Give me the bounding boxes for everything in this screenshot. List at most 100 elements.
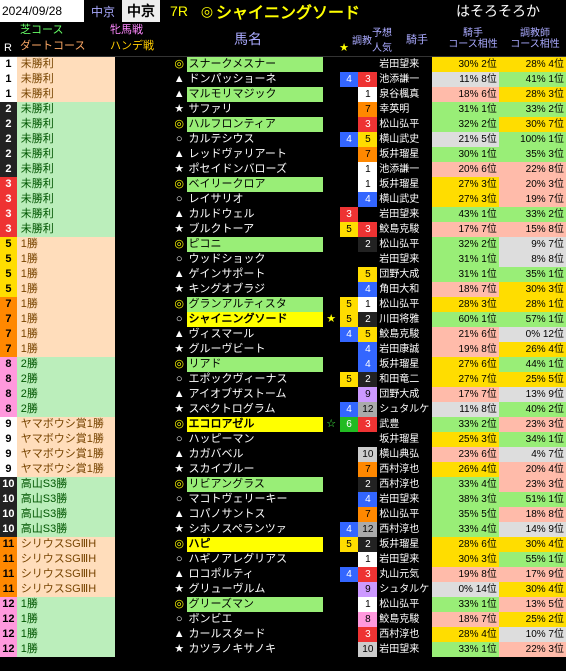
ninki: 4 bbox=[358, 342, 377, 357]
table-row[interactable]: 3未勝利★ブルクトーア53鮫島克駿17% 7位15% 8位 bbox=[0, 222, 566, 237]
table-row[interactable]: 10高山S3勝▲コパノサントス7松山弘平35% 5位18% 8位 bbox=[0, 507, 566, 522]
table-row[interactable]: 71勝★グルーヴビート4岩田康誠19% 8位26% 4位 bbox=[0, 342, 566, 357]
ninki bbox=[358, 207, 377, 222]
horse-name: ベイリークロア bbox=[187, 177, 323, 192]
table-row[interactable]: 11シリウスSGⅢH▲ロコポルティ43丸山元気19% 8位17% 9位 bbox=[0, 567, 566, 582]
trainer-compat: 25% 2位 bbox=[499, 612, 566, 627]
race-type bbox=[115, 417, 172, 432]
race-name: 1勝 bbox=[17, 282, 116, 297]
trainer-compat: 33% 2位 bbox=[499, 207, 566, 222]
table-row[interactable]: 2未勝利○カルテシウス45横山武史21% 5位100% 1位 bbox=[0, 132, 566, 147]
jockey: 岩田望来 bbox=[377, 552, 432, 567]
ninki: 4 bbox=[358, 492, 377, 507]
trainer-compat: 17% 9位 bbox=[499, 567, 566, 582]
table-row[interactable]: 1未勝利▲マルモリマジック1泉谷楓真18% 6位28% 3位 bbox=[0, 87, 566, 102]
table-row[interactable]: 121勝★カツラノキサノキ10岩田望来33% 1位22% 3位 bbox=[0, 642, 566, 657]
table-row[interactable]: 71勝▲ヴィスマール45鮫島克駿21% 6位0% 12位 bbox=[0, 327, 566, 342]
jockey: 松山弘平 bbox=[377, 597, 432, 612]
jockey: 岩田望来 bbox=[377, 57, 432, 72]
horse-name: ボンビエ bbox=[187, 612, 323, 627]
race-type bbox=[115, 102, 172, 117]
mark: ▲ bbox=[172, 447, 187, 462]
race-name: 未勝利 bbox=[17, 177, 116, 192]
mark: ▲ bbox=[172, 72, 187, 87]
trainer-compat: 35% 1位 bbox=[499, 267, 566, 282]
table-row[interactable]: 2未勝利★サファリ7幸英明31% 1位33% 2位 bbox=[0, 102, 566, 117]
table-row[interactable]: 2未勝利◎ハルフロンティア3松山弘平32% 2位30% 7位 bbox=[0, 117, 566, 132]
table-row[interactable]: 2未勝利★ポセイドンバローズ1池添謙一20% 6位22% 8位 bbox=[0, 162, 566, 177]
race-name: 未勝利 bbox=[17, 87, 116, 102]
trainer-compat: 9% 7位 bbox=[499, 237, 566, 252]
table-row[interactable]: 121勝◎グリーズマン1松山弘平33% 1位13% 5位 bbox=[0, 597, 566, 612]
horse-name: ゲインサポート bbox=[187, 267, 323, 282]
ninki: 8 bbox=[358, 612, 377, 627]
col-trainer-compat: 調教師コース相性 bbox=[504, 22, 566, 56]
horse-name: マコトヴェリーキー bbox=[187, 492, 323, 507]
table-row[interactable]: 3未勝利○レイサリオ4横山武史27% 3位19% 7位 bbox=[0, 192, 566, 207]
table-row[interactable]: 9ヤマボウシ賞1勝◎エコロアゼル☆63武豊33% 2位23% 3位 bbox=[0, 417, 566, 432]
horse-name: グリューヴルム bbox=[187, 582, 323, 597]
jockey-compat: 23% 6位 bbox=[432, 447, 499, 462]
table-row[interactable]: 51勝★キングオブラジ4角田大和18% 7位30% 3位 bbox=[0, 282, 566, 297]
table-row[interactable]: 51勝◎ピコニ2松山弘平32% 2位9% 7位 bbox=[0, 237, 566, 252]
train-rank bbox=[340, 507, 359, 522]
table-row[interactable]: 121勝○ボンビエ8鮫島克駿18% 7位25% 2位 bbox=[0, 612, 566, 627]
mark: ▲ bbox=[172, 567, 187, 582]
race-no: 3 bbox=[0, 207, 17, 222]
mark: ▲ bbox=[172, 387, 187, 402]
jockey-compat: 11% 8位 bbox=[432, 402, 499, 417]
jockey-compat: 30% 1位 bbox=[432, 147, 499, 162]
table-row[interactable]: 2未勝利▲レッドヴァリアート7坂井瑠星30% 1位35% 3位 bbox=[0, 147, 566, 162]
jockey-compat: 17% 7位 bbox=[432, 387, 499, 402]
horse-name: エポックヴィーナス bbox=[187, 372, 323, 387]
race-type bbox=[115, 57, 172, 72]
horse-name: ポセイドンバローズ bbox=[187, 162, 323, 177]
race-no: 9 bbox=[0, 462, 17, 477]
table-row[interactable]: 10高山S3勝○マコトヴェリーキー4岩田望来38% 3位51% 1位 bbox=[0, 492, 566, 507]
table-row[interactable]: 9ヤマボウシ賞1勝★スカイブルー7西村淳也26% 4位20% 4位 bbox=[0, 462, 566, 477]
horse-name: コパノサントス bbox=[187, 507, 323, 522]
table-row[interactable]: 82勝◎リアド4坂井瑠星27% 6位44% 1位 bbox=[0, 357, 566, 372]
horse-name: ドンパッショーネ bbox=[187, 72, 323, 87]
table-row[interactable]: 11シリウスSGⅢH○ハギノアレグリアス1岩田望来30% 3位55% 1位 bbox=[0, 552, 566, 567]
race-type bbox=[115, 522, 172, 537]
table-row[interactable]: 9ヤマボウシ賞1勝▲カガバベル10横山典弘23% 6位4% 7位 bbox=[0, 447, 566, 462]
table-row[interactable]: 9ヤマボウシ賞1勝○ハッピーマン坂井瑠星25% 3位34% 1位 bbox=[0, 432, 566, 447]
race-type bbox=[115, 207, 172, 222]
race-type bbox=[115, 462, 172, 477]
train-rank: 5 bbox=[340, 372, 359, 387]
star-icon bbox=[323, 162, 340, 177]
table-row[interactable]: 82勝★スペクトログラム412シュタルケ11% 8位40% 2位 bbox=[0, 402, 566, 417]
table-row[interactable]: 1未勝利◎スナークメスナー岩田望来30% 2位28% 4位 bbox=[0, 57, 566, 72]
train-rank bbox=[340, 597, 359, 612]
horse-name: レッドヴァリアート bbox=[187, 147, 323, 162]
table-row[interactable]: 11シリウスSGⅢH◎ハピ52坂井瑠星28% 6位30% 4位 bbox=[0, 537, 566, 552]
race-name: 未勝利 bbox=[17, 72, 116, 87]
jockey-compat: 27% 7位 bbox=[432, 372, 499, 387]
table-row[interactable]: 10高山S3勝★シホノスペランツァ412西村淳也33% 4位14% 9位 bbox=[0, 522, 566, 537]
trainer-compat: 30% 7位 bbox=[499, 117, 566, 132]
jockey-compat: 32% 2位 bbox=[432, 117, 499, 132]
mark: ▲ bbox=[172, 207, 187, 222]
kaisai[interactable]: 中京 bbox=[122, 0, 160, 22]
race-no: 11 bbox=[0, 552, 17, 567]
table-row[interactable]: 51勝▲ゲインサポート5団野大成31% 1位35% 1位 bbox=[0, 267, 566, 282]
star-icon bbox=[323, 522, 340, 537]
race-no: 1 bbox=[0, 57, 17, 72]
table-row[interactable]: 71勝○シャイニングソード★52川田将雅60% 1位57% 1位 bbox=[0, 312, 566, 327]
race-type bbox=[115, 162, 172, 177]
table-row[interactable]: 82勝▲アイオブザストーム9団野大成17% 7位13% 9位 bbox=[0, 387, 566, 402]
table-row[interactable]: 121勝▲カールスタード3西村淳也28% 4位10% 7位 bbox=[0, 627, 566, 642]
table-row[interactable]: 10高山S3勝◎リビアングラス2西村淳也33% 4位23% 3位 bbox=[0, 477, 566, 492]
table-row[interactable]: 3未勝利◎ベイリークロア1坂井瑠星27% 3位20% 3位 bbox=[0, 177, 566, 192]
table-row[interactable]: 1未勝利▲ドンパッショーネ43池添謙一11% 8位41% 1位 bbox=[0, 72, 566, 87]
jockey-compat: 0% 14位 bbox=[432, 582, 499, 597]
trainer-compat: 30% 4位 bbox=[499, 537, 566, 552]
race-no: 8 bbox=[0, 402, 17, 417]
table-row[interactable]: 51勝○ウッドショック岩田望来31% 1位8% 8位 bbox=[0, 252, 566, 267]
table-row[interactable]: 71勝◎グランアルティスタ51松山弘平28% 3位28% 1位 bbox=[0, 297, 566, 312]
race-type bbox=[115, 192, 172, 207]
table-row[interactable]: 11シリウスSGⅢH★グリューヴルム9シュタルケ0% 14位30% 4位 bbox=[0, 582, 566, 597]
table-row[interactable]: 82勝○エポックヴィーナス52和田竜二27% 7位25% 5位 bbox=[0, 372, 566, 387]
table-row[interactable]: 3未勝利▲カルドウェル3岩田望来43% 1位33% 2位 bbox=[0, 207, 566, 222]
